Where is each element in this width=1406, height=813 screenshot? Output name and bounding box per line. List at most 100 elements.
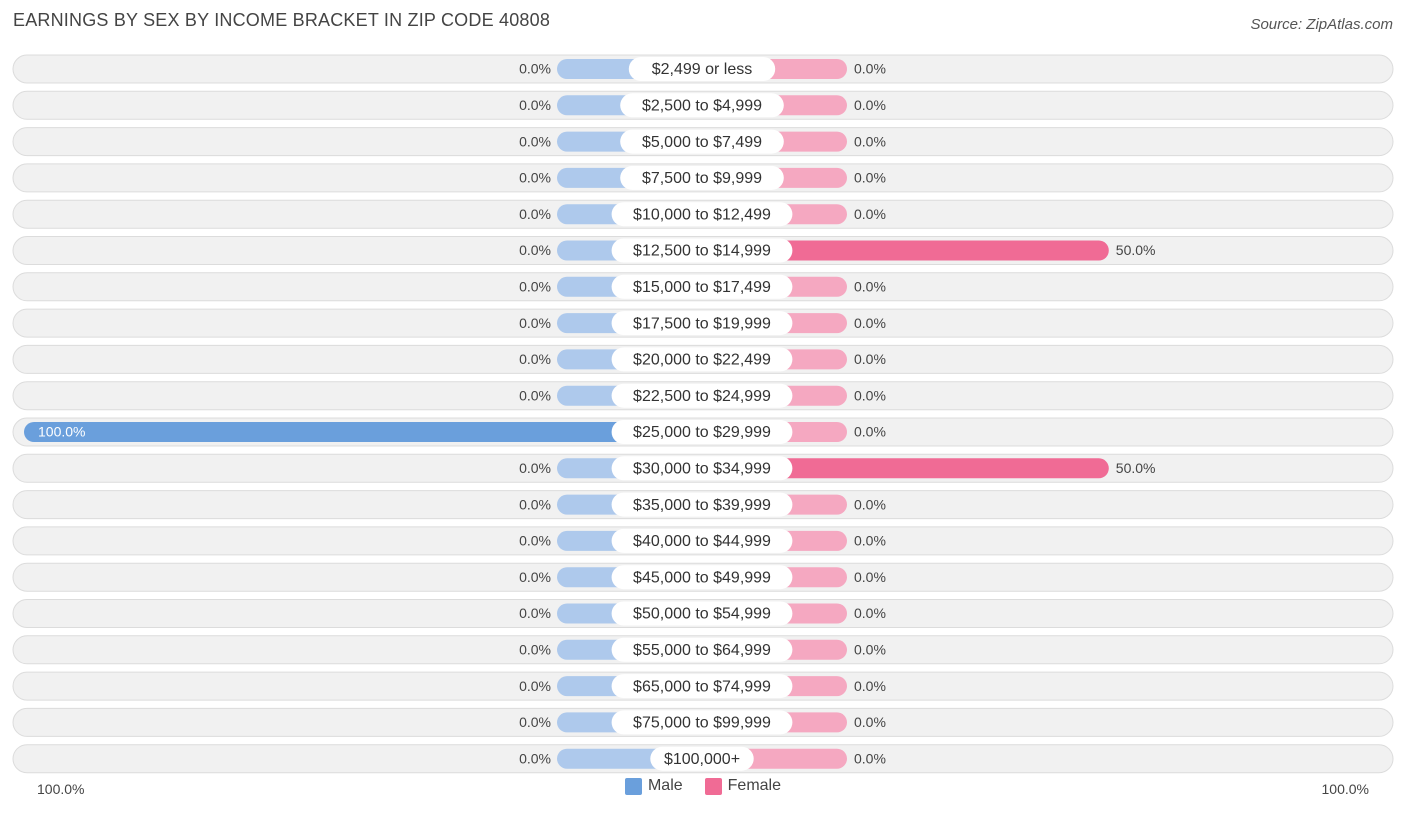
category-label: $25,000 to $29,999 xyxy=(633,424,771,441)
category-pill xyxy=(611,528,793,553)
category-label: $15,000 to $17,499 xyxy=(633,279,771,296)
male-value-label: 0.0% xyxy=(519,714,551,730)
female-value-label: 0.0% xyxy=(854,714,886,730)
category-label: $17,500 to $19,999 xyxy=(633,315,771,332)
female-value-label: 0.0% xyxy=(854,61,886,77)
source-label[interactable]: Source: ZipAtlas.com xyxy=(1250,16,1393,33)
male-value-label: 100.0% xyxy=(38,424,85,440)
male-value-label: 0.0% xyxy=(519,351,551,367)
category-pill xyxy=(611,710,793,735)
category-label: $40,000 to $44,999 xyxy=(633,533,771,550)
table-row: 0.0% 0.0% $50,000 to $54,999 xyxy=(12,599,1394,628)
category-label: $22,500 to $24,999 xyxy=(633,388,771,405)
female-bar[interactable] xyxy=(702,240,1109,261)
category-pill xyxy=(620,165,784,190)
female-value-label: 50.0% xyxy=(1116,242,1156,258)
female-value-label: 0.0% xyxy=(854,97,886,113)
table-row: 0.0% 50.0% $30,000 to $34,999 xyxy=(12,453,1394,483)
female-value-label: 0.0% xyxy=(854,315,886,331)
legend-swatch-male xyxy=(624,777,642,795)
male-value-label: 0.0% xyxy=(519,569,551,585)
male-value-label: 0.0% xyxy=(519,97,551,113)
category-label: $2,499 or less xyxy=(652,61,753,78)
table-row: 0.0% 0.0% $15,000 to $17,499 xyxy=(12,272,1394,302)
male-bar[interactable] xyxy=(24,422,702,442)
category-pill xyxy=(611,383,793,408)
male-value-label: 0.0% xyxy=(519,242,551,258)
table-row: 0.0% 50.0% $12,500 to $14,999 xyxy=(12,236,1394,265)
axis-left-label: 100.0% xyxy=(37,781,85,797)
male-value-label: 0.0% xyxy=(519,279,551,295)
male-value-label: 0.0% xyxy=(519,315,551,331)
table-row: 0.0% 0.0% $75,000 to $99,999 xyxy=(12,707,1394,737)
female-value-label: 0.0% xyxy=(854,351,886,367)
female-value-label: 0.0% xyxy=(854,569,886,585)
category-label: $45,000 to $49,999 xyxy=(633,569,771,586)
category-label: $30,000 to $34,999 xyxy=(633,461,771,478)
male-value-label: 0.0% xyxy=(519,605,551,621)
category-pill xyxy=(611,637,793,662)
table-row: 0.0% 0.0% $35,000 to $39,999 xyxy=(12,490,1394,520)
table-row: 0.0% 0.0% $2,499 or less xyxy=(12,54,1394,84)
axis-right-label: 100.0% xyxy=(1321,781,1369,797)
female-value-label: 0.0% xyxy=(854,133,886,149)
category-pill xyxy=(611,492,793,517)
category-label: $55,000 to $64,999 xyxy=(633,642,771,659)
male-value-label: 0.0% xyxy=(519,133,551,149)
category-label: $7,500 to $9,999 xyxy=(642,170,762,187)
chart-area: 0.0% 0.0% $2,499 or less 0.0% 0.0% $2,500 to … xyxy=(12,54,1394,774)
female-value-label: 0.0% xyxy=(854,678,886,694)
male-value-label: 0.0% xyxy=(519,496,551,512)
male-value-label: 0.0% xyxy=(519,533,551,549)
female-value-label: 0.0% xyxy=(854,206,886,222)
category-label: $35,000 to $39,999 xyxy=(633,497,771,514)
category-pill xyxy=(611,420,793,444)
legend-item-female[interactable]: Female xyxy=(704,777,782,795)
table-row: 0.0% 0.0% $17,500 to $19,999 xyxy=(12,308,1394,338)
category-pill xyxy=(611,347,793,372)
female-bar[interactable] xyxy=(702,458,1109,479)
category-label: $75,000 to $99,999 xyxy=(633,715,771,732)
male-value-label: 0.0% xyxy=(519,61,551,77)
category-label: $50,000 to $54,999 xyxy=(633,606,771,623)
category-pill xyxy=(611,238,793,263)
category-pill xyxy=(611,565,793,590)
category-pill xyxy=(650,746,754,771)
category-pill xyxy=(611,601,793,626)
female-value-label: 0.0% xyxy=(854,496,886,512)
male-value-label: 0.0% xyxy=(519,678,551,694)
table-row: 0.0% 0.0% $100,000+ xyxy=(12,744,1394,774)
legend: Male Female xyxy=(0,777,1406,795)
category-label: $12,500 to $14,999 xyxy=(633,243,771,260)
category-label: $20,000 to $22,499 xyxy=(633,352,771,369)
table-row: 0.0% 0.0% $45,000 to $49,999 xyxy=(12,562,1394,592)
male-value-label: 0.0% xyxy=(519,387,551,403)
legend-label-male: Male xyxy=(647,777,683,794)
female-value-label: 0.0% xyxy=(854,424,886,440)
table-row: 100.0% 0.0% $25,000 to $29,999 xyxy=(12,417,1394,447)
category-label: $2,500 to $4,999 xyxy=(642,98,762,115)
category-label: $100,000+ xyxy=(664,751,740,768)
female-value-label: 0.0% xyxy=(854,279,886,295)
category-label: $10,000 to $12,499 xyxy=(633,206,771,223)
category-pill xyxy=(620,129,784,154)
category-pill xyxy=(611,674,793,699)
male-value-label: 0.0% xyxy=(519,460,551,476)
legend-item-male[interactable]: Male xyxy=(624,777,683,795)
category-label: $65,000 to $74,999 xyxy=(633,678,771,695)
female-value-label: 0.0% xyxy=(854,750,886,766)
legend-swatch-female xyxy=(704,777,722,795)
table-row: 0.0% 0.0% $40,000 to $44,999 xyxy=(12,526,1394,556)
female-value-label: 50.0% xyxy=(1116,460,1156,476)
male-value-label: 0.0% xyxy=(519,750,551,766)
female-value-label: 0.0% xyxy=(854,387,886,403)
female-value-label: 0.0% xyxy=(854,605,886,621)
table-row: 0.0% 0.0% $55,000 to $64,999 xyxy=(12,635,1394,665)
category-pill xyxy=(611,274,793,299)
legend-label-female: Female xyxy=(727,777,782,794)
category-pill xyxy=(611,456,793,481)
table-row: 0.0% 0.0% $20,000 to $22,499 xyxy=(12,344,1394,374)
category-pill xyxy=(628,57,776,81)
table-row: 0.0% 0.0% $10,000 to $12,499 xyxy=(12,199,1394,229)
female-value-label: 0.0% xyxy=(854,642,886,658)
